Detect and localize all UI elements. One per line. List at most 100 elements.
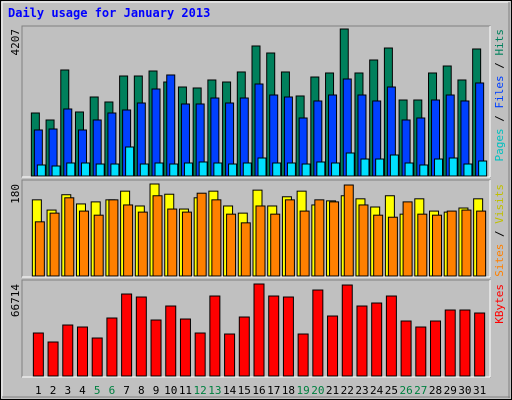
x-tick-label: 14 [223,384,237,397]
bar [461,209,472,277]
bar [166,74,176,177]
bar [400,320,412,377]
bar [282,296,294,377]
bar [371,302,383,377]
y-tick-label: 4207 [9,29,22,56]
bar [389,154,399,177]
x-tick-label: 3 [64,384,71,397]
legend-entry: Visits [493,184,506,224]
bar [36,164,46,177]
bar [240,222,251,277]
bar [268,295,280,377]
bar [434,158,444,177]
bar [343,184,354,277]
legend-separator: / [493,109,506,129]
bar [432,214,443,277]
bar [242,162,252,177]
x-tick-label: 19 [297,384,310,397]
x-tick-label: 12 [194,384,207,397]
bar [284,199,295,277]
bar [152,195,163,277]
bar [135,296,147,377]
bar [316,161,326,177]
bar [327,315,339,377]
x-tick-label: 8 [138,384,145,397]
bar [34,221,45,277]
bar [476,210,487,277]
bar [419,164,429,177]
bar [331,162,341,177]
bar [183,162,193,177]
bar [297,333,309,377]
bar [194,332,206,377]
bar [255,205,266,277]
bar [139,163,149,177]
x-tick-label: 2 [50,384,57,397]
bar [478,160,488,177]
bar [286,162,296,177]
bar [299,210,310,277]
x-tick-label: 23 [355,384,368,397]
x-tick-label: 25 [385,384,398,397]
bar [404,162,414,177]
bar [64,197,75,277]
bar [446,210,457,277]
bar [253,283,265,377]
bar [373,214,384,277]
bar [137,211,148,277]
bar [47,341,59,377]
legend-entry: Pages [493,128,506,161]
bar [51,165,61,177]
bar [76,326,88,377]
bar [314,199,325,277]
bar [165,305,177,377]
x-tick-label: 15 [238,384,251,397]
bar [448,157,458,177]
x-tick-label: 11 [179,384,192,397]
bar [224,333,236,377]
x-tick-label: 17 [267,384,280,397]
bar [402,201,413,277]
bar [179,318,191,377]
x-tick-label: 7 [123,384,130,397]
x-tick-label: 20 [311,384,324,397]
bar [169,163,179,177]
bar [123,204,134,277]
bar [474,312,486,377]
legend-separator: / [493,224,506,244]
bar [301,163,311,177]
bar [211,199,222,277]
bar [385,295,397,377]
x-tick-label: 10 [164,384,177,397]
x-tick-label: 27 [414,384,427,397]
legend: Pages / Files / Hits [493,29,506,162]
bar [341,284,353,377]
bar [358,204,369,277]
legend-separator: / [493,56,506,76]
bar [228,163,238,177]
bar [78,210,89,277]
legend: KBytes [493,284,506,324]
bar [417,213,428,277]
bar [209,295,221,377]
x-tick-label: 31 [473,384,486,397]
bar [91,337,103,377]
chart-title: Daily usage for January 2013 [8,6,210,20]
bar [444,309,456,377]
x-tick-label: 24 [370,384,384,397]
bar [272,162,282,177]
bar [95,163,105,177]
x-tick-label: 9 [153,384,160,397]
bar [270,213,281,277]
bar [375,158,385,177]
legend: Sites / Visits [493,184,506,277]
bar [125,146,135,177]
bar [150,319,162,377]
bar [108,199,119,277]
bar [312,289,324,377]
bar [66,162,76,177]
legend-entry: Files [493,75,506,108]
bar [196,192,207,277]
y-tick-label: 180 [9,184,22,204]
